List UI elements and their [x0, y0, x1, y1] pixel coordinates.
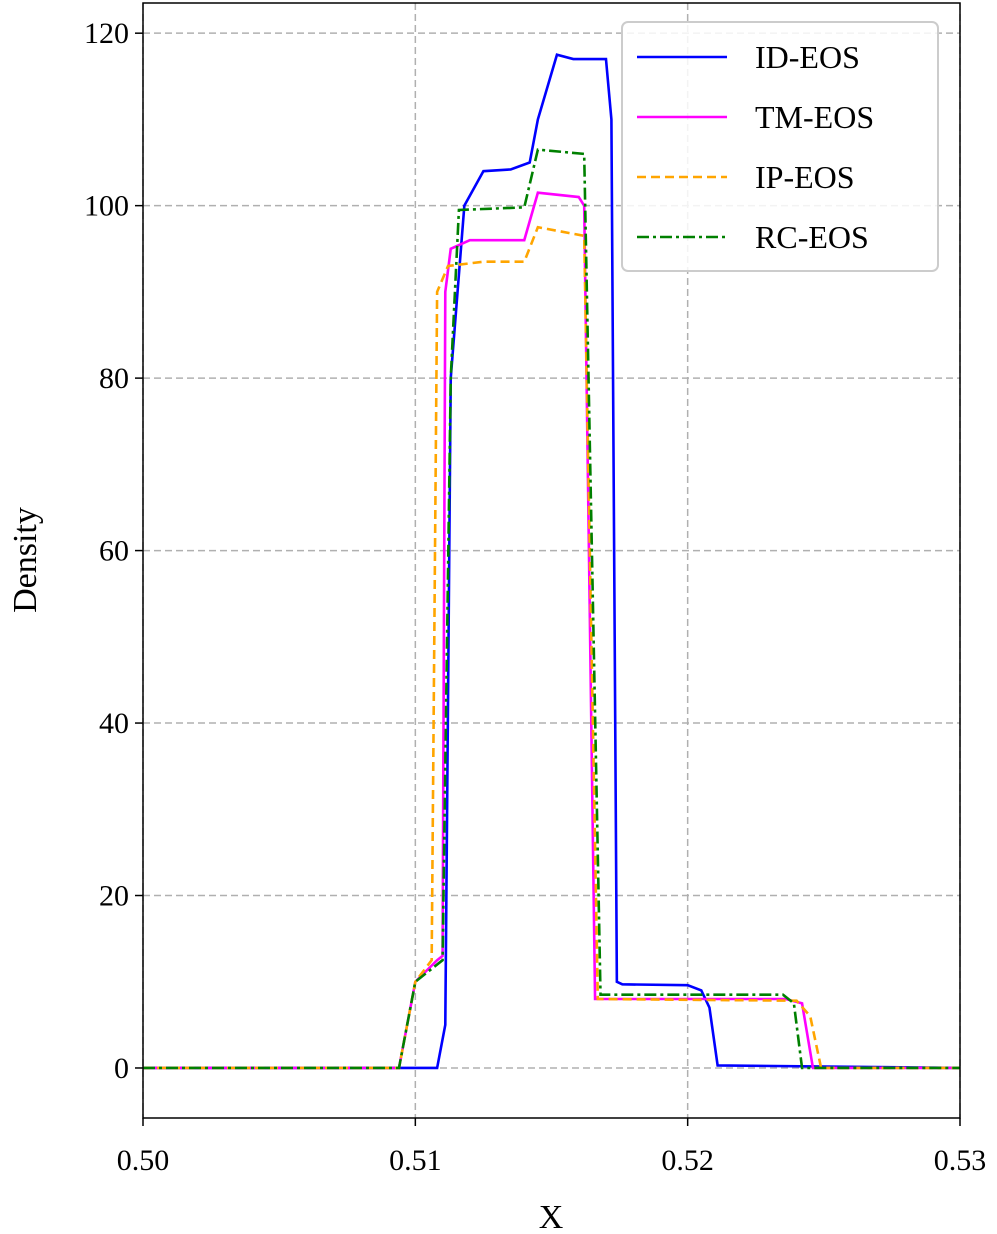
y-tick-label: 0 — [114, 1052, 129, 1085]
y-axis-label: Density — [7, 507, 44, 613]
y-tick-label: 100 — [84, 190, 129, 223]
x-axis-label: X — [539, 1199, 564, 1229]
legend-box — [621, 21, 939, 272]
y-tick-label: 20 — [99, 880, 129, 913]
y-tick-label: 80 — [99, 362, 129, 395]
legend-label: ID-EOS — [755, 39, 860, 75]
data-line — [143, 225, 960, 1070]
legend-label: IP-EOS — [755, 159, 855, 195]
data-line — [143, 191, 960, 1070]
legend: ID-EOS TM-EOS IP-EOS RC-EOS — [621, 21, 939, 272]
legend-label: TM-EOS — [755, 99, 874, 135]
x-tick-label: 0.51 — [389, 1144, 442, 1177]
x-tick-label: 0.50 — [117, 1144, 170, 1177]
y-tick-label: 60 — [99, 535, 129, 568]
x-tick-label: 0.53 — [934, 1144, 987, 1177]
legend-label: RC-EOS — [755, 219, 869, 255]
plot-frame — [142, 2, 961, 1119]
y-tick-label: 120 — [84, 17, 129, 50]
x-tick-label: 0.52 — [661, 1144, 714, 1177]
y-tick-label: 40 — [99, 707, 129, 740]
data-line — [143, 148, 960, 1070]
